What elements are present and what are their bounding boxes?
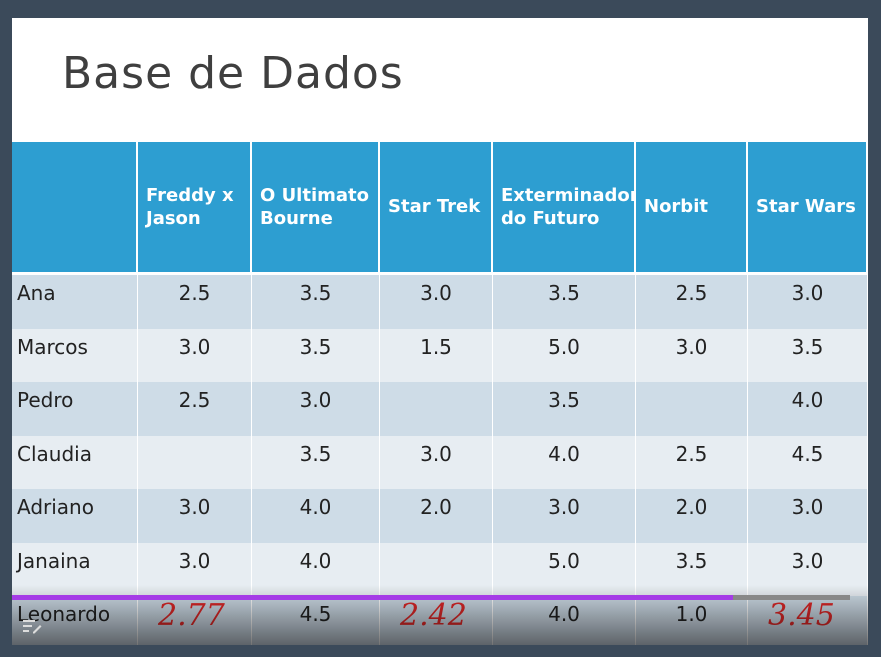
table-cell: 3.0 [636,328,748,382]
table-cell: 3.5 [252,275,380,329]
table-cell [380,382,493,436]
slide: Base de Dados Freddy x Jason O Ultimato B… [12,18,868,645]
table-cell [138,435,252,489]
table-cell: 3.0 [252,382,380,436]
header-cell: Norbit [636,142,748,272]
table-cell: 3.0 [493,489,636,543]
table-cell: 3.0 [138,328,252,382]
table-cell [636,382,748,436]
progress-bar[interactable] [12,595,733,600]
table-cell: 3.0 [748,275,868,329]
table-cell: 2.5 [138,275,252,329]
table-cell: 4.5 [748,435,868,489]
table-cell: 1.5 [380,328,493,382]
row-label: Claudia [12,435,138,489]
table-cell: 3.5 [252,435,380,489]
table-cell: 2.5 [138,382,252,436]
table-cell: 3.0 [380,275,493,329]
slide-title: Base de Dados [62,48,404,99]
table-cell: 4.0 [493,435,636,489]
table-cell: 3.0 [138,489,252,543]
edit-icon[interactable] [22,618,42,634]
table-cell: 3.5 [748,328,868,382]
row-label: Ana [12,275,138,329]
header-cell: Star Trek [380,142,493,272]
table-cell: 4.0 [748,382,868,436]
table-cell: 5.0 [493,328,636,382]
table-cell: 4.0 [252,489,380,543]
table-cell: 2.0 [380,489,493,543]
header-cell: Star Wars [748,142,868,272]
table-cell: 2.0 [636,489,748,543]
row-label: Adriano [12,489,138,543]
table-cell: 3.5 [493,275,636,329]
row-label: Pedro [12,382,138,436]
row-label: Marcos [12,328,138,382]
header-separator [12,272,868,275]
table-cell: 3.0 [380,435,493,489]
header-cell: O Ultimato Bourne [252,142,380,272]
header-cell [12,142,138,272]
table-cell: 3.5 [252,328,380,382]
table-cell: 2.5 [636,275,748,329]
header-cell: Exterminador do Futuro [493,142,639,272]
table-cell: 3.0 [748,489,868,543]
table-cell: 3.5 [493,382,636,436]
header-cell: Freddy x Jason [138,142,252,272]
video-controls [12,585,868,645]
table-cell: 2.5 [636,435,748,489]
